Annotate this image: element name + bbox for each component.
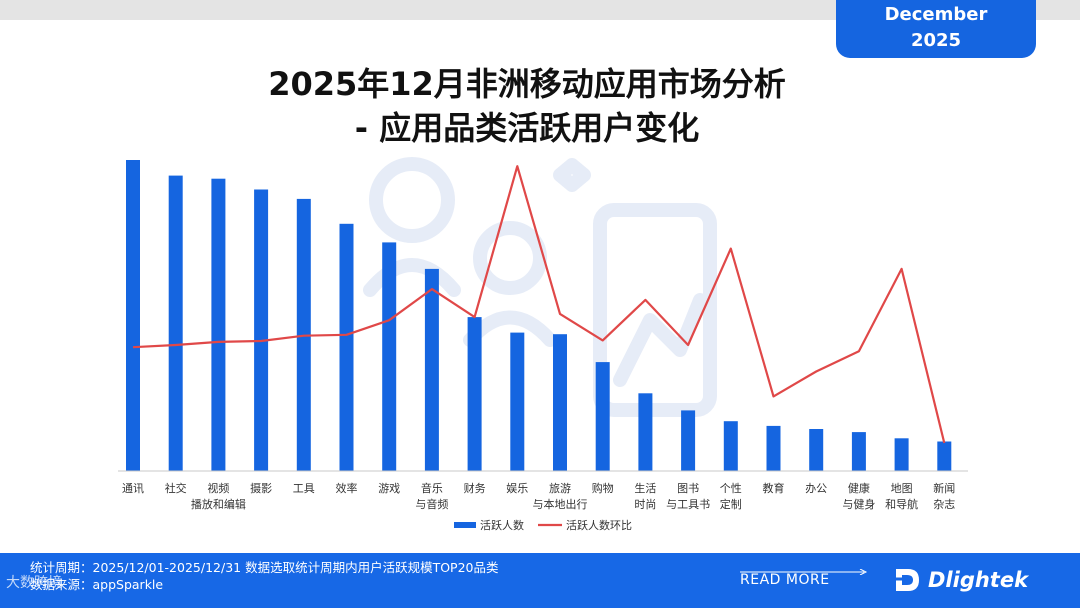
x-tick-label: 与健身 <box>842 497 875 511</box>
x-tick-label: 与本地出行 <box>533 497 588 511</box>
x-tick-label: 图书 <box>677 482 699 495</box>
title-line-1: 2025年12月非洲移动应用市场分析 <box>268 65 786 103</box>
x-tick-label: 地图 <box>891 482 913 495</box>
x-tick-label: 办公 <box>805 482 827 495</box>
bar-新闻杂志 <box>937 441 952 471</box>
dlightek-logo-icon <box>894 569 919 591</box>
read-more-link[interactable]: READ MORE <box>740 572 830 588</box>
top-bar <box>0 0 1080 20</box>
title-line-2: - 应用品类活跃用户变化 <box>354 109 700 147</box>
x-tick-label: 杂志 <box>933 498 955 511</box>
brand-name: Dlightek <box>928 568 1029 592</box>
x-tick-label: 健康 <box>848 481 870 495</box>
badge-year: 2025 <box>910 30 962 51</box>
brand-logo: Dlightek <box>892 563 1028 597</box>
chart-legend: 活跃人数 活跃人数环比 <box>454 518 632 532</box>
stat-period-note: 统计周期：2025/12/01-2025/12/31 数据选取统计周期内用户活跃… <box>30 560 499 575</box>
x-tick-label: 旅游 <box>549 481 571 495</box>
bar-游戏 <box>382 242 397 471</box>
arrow-right-icon <box>740 569 868 575</box>
background-watermark-icon <box>363 157 717 417</box>
x-tick-label: 定制 <box>720 497 742 511</box>
footer-bar: 统计周期：2025/12/01-2025/12/31 数据选取统计周期内用户活跃… <box>0 553 1080 608</box>
x-tick-label: 社交 <box>165 481 187 495</box>
footer-notes: 统计周期：2025/12/01-2025/12/31 数据选取统计周期内用户活跃… <box>30 559 499 593</box>
x-tick-label: 购物 <box>592 481 614 495</box>
bar-购物 <box>595 362 610 471</box>
page-title: 2025年12月非洲移动应用市场分析 - 应用品类活跃用户变化 <box>0 62 1054 150</box>
x-tick-label: 生活 <box>634 481 656 495</box>
series-line-活跃人数环比 <box>132 165 946 444</box>
bar-办公 <box>809 429 824 471</box>
bar-教育 <box>766 425 781 471</box>
bar-旅游与本地出行 <box>553 334 567 471</box>
bar-图书与工具书 <box>681 410 696 471</box>
x-tick-label: 新闻 <box>933 481 955 495</box>
bar-视频播放和编辑 <box>211 178 226 471</box>
legend-swatch-bar <box>454 522 476 528</box>
x-tick-label: 摄影 <box>250 481 272 495</box>
bar-财务 <box>467 317 482 471</box>
x-tick-label: 工具 <box>293 482 315 495</box>
x-tick-label: 游戏 <box>378 482 400 495</box>
bar-健康与健身 <box>851 432 866 471</box>
x-tick-label: 个性 <box>720 481 742 495</box>
x-tick-label: 时尚 <box>634 497 656 511</box>
legend-label-bar: 活跃人数 <box>480 518 524 532</box>
x-tick-label: 与工具书 <box>666 498 710 511</box>
bar-地图和导航 <box>894 438 909 471</box>
bar-摄影 <box>254 189 269 471</box>
bar-音乐与音频 <box>424 268 439 472</box>
x-tick-label: 通讯 <box>122 482 144 495</box>
badge-month: December <box>884 4 988 25</box>
x-tick-label: 视频 <box>207 481 229 495</box>
x-tick-label: 效率 <box>336 481 358 495</box>
bar-个性定制 <box>723 421 738 471</box>
x-tick-label: 财务 <box>464 481 486 495</box>
bar-通讯 <box>126 160 140 471</box>
legend-label-line: 活跃人数环比 <box>566 518 632 532</box>
bar-社交 <box>168 175 183 471</box>
bar-效率 <box>339 223 354 471</box>
data-source-note: 数据来源：appSparkle <box>30 577 164 592</box>
bar-生活时尚 <box>638 393 653 472</box>
x-tick-label: 和导航 <box>885 497 918 511</box>
x-tick-label: 音乐 <box>421 481 443 495</box>
date-badge: December 2025 <box>836 0 1036 58</box>
watermark-text: 大数跨境 <box>6 575 62 591</box>
x-tick-label: 教育 <box>763 481 785 495</box>
x-tick-label: 娱乐 <box>506 481 528 495</box>
bar-娱乐 <box>510 332 525 471</box>
x-tick-label: 与音频 <box>415 497 448 511</box>
x-tick-label: 播放和编辑 <box>191 497 246 511</box>
